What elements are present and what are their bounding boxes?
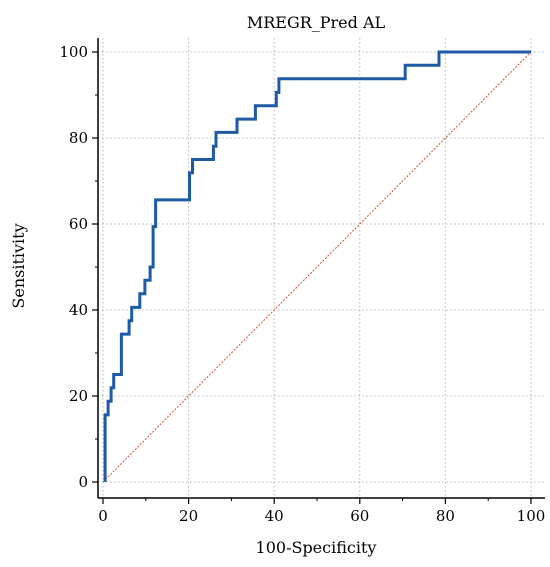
x-tick-label: 20 (179, 507, 198, 525)
reference-line (102, 51, 532, 483)
x-tick-label: 40 (265, 507, 284, 525)
roc-curve (103, 50, 531, 482)
y-tick-label: 60 (69, 215, 88, 233)
y-tick-label: 0 (78, 473, 88, 491)
x-axis-title: 100-Specificity (256, 538, 377, 557)
x-tick-label: 80 (436, 507, 455, 525)
x-tick-label: 100 (517, 507, 546, 525)
reference-diagonal (102, 51, 532, 483)
x-tick-label: 0 (98, 507, 108, 525)
y-tick-label: 40 (69, 301, 88, 319)
plot-frame (97, 38, 545, 499)
x-tick-label: 60 (350, 507, 369, 525)
roc-line (103, 50, 531, 482)
y-tick-label: 80 (69, 129, 88, 147)
y-axis-title: Sensitivity (9, 223, 28, 308)
chart-title: MREGR_Pred AL (247, 13, 386, 32)
y-axis-ticks: 0 20 40 60 80 100 (59, 43, 98, 491)
y-tick-label: 20 (69, 387, 88, 405)
grid-lines (98, 38, 545, 498)
y-tick-label: 100 (59, 43, 88, 61)
x-axis-ticks: 0 20 40 60 80 100 (98, 498, 545, 525)
